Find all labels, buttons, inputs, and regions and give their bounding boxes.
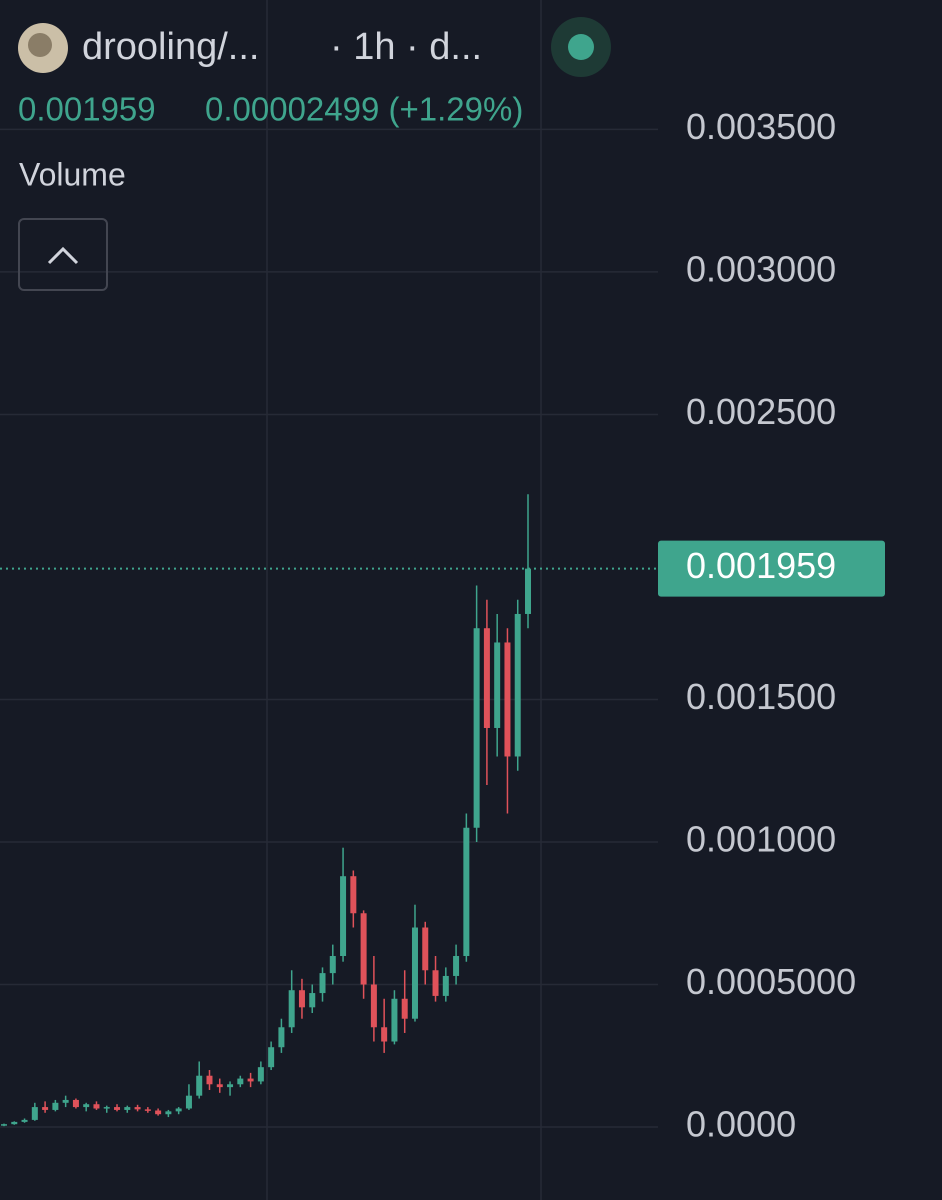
candle-body	[319, 973, 326, 994]
overlay: 0.0000 0.0005000 0.001000 0.001500 0.002500 0…	[0, 106, 885, 1145]
candle-body	[206, 1075, 213, 1085]
candles	[1, 494, 531, 1127]
candle-body	[237, 1078, 244, 1085]
candle-body	[155, 1110, 162, 1115]
candle-body	[329, 956, 336, 974]
indicator-label: Volume	[19, 156, 126, 192]
header-price: 0.001959	[18, 91, 156, 128]
candle-body	[103, 1107, 110, 1109]
candle-body	[360, 913, 367, 985]
header-change: 0.00002499 (+1.29%)	[205, 91, 523, 128]
candle-body	[144, 1109, 151, 1111]
candle-body	[216, 1084, 223, 1088]
y-tick-label: 0.0005000	[686, 961, 856, 1002]
candle-body	[72, 1099, 79, 1108]
candle-body	[196, 1075, 203, 1096]
candle-body	[483, 628, 490, 728]
candle-body	[185, 1095, 192, 1109]
caret-icon	[47, 246, 79, 265]
candle-body	[391, 998, 398, 1042]
candle-body	[175, 1108, 182, 1112]
button-frame[interactable]	[18, 218, 108, 291]
last-price-box	[658, 540, 885, 597]
y-tick-label: 0.001000	[686, 819, 836, 860]
candle-body	[504, 642, 511, 757]
y-tick-label: 0.0000	[686, 1104, 796, 1145]
candle-body	[514, 613, 521, 757]
interval: · 1h · d...	[330, 26, 482, 68]
candle-body	[473, 628, 480, 828]
candle-body	[42, 1107, 49, 1110]
last-price-label: 0.001959	[686, 545, 836, 586]
status-dot	[568, 34, 594, 60]
candle-body	[257, 1067, 264, 1082]
candle-body	[114, 1107, 121, 1110]
candle-body	[288, 990, 295, 1028]
candle-body	[124, 1107, 131, 1110]
candle-body	[309, 993, 316, 1008]
candle-body	[370, 984, 377, 1028]
candle-body	[52, 1102, 59, 1110]
avatar-detail	[28, 33, 52, 57]
candle-body	[494, 642, 501, 728]
collapse-button[interactable]	[18, 218, 108, 291]
candle-body	[442, 975, 449, 996]
candle-body	[432, 970, 439, 996]
candle-body	[453, 956, 460, 976]
candle-body	[340, 876, 347, 957]
candle-body	[411, 927, 418, 1019]
y-tick-label: 0.002500	[686, 391, 836, 432]
candle-body	[11, 1121, 18, 1125]
candle-body	[422, 927, 429, 971]
candle-body	[247, 1078, 254, 1082]
candle-body	[381, 1027, 388, 1042]
candle-body	[134, 1107, 141, 1110]
y-tick-label: 0.003500	[686, 106, 836, 147]
candle-body	[227, 1084, 234, 1088]
candle-body	[401, 998, 408, 1019]
candle-body	[21, 1119, 28, 1122]
candle-body	[1, 1124, 7, 1126]
candle-body	[463, 827, 470, 957]
candle-body	[93, 1104, 100, 1109]
grid	[0, 128, 658, 1128]
y-tick-label: 0.003000	[686, 248, 836, 289]
candle-body	[350, 876, 357, 914]
y-tick-label: 0.001500	[686, 676, 836, 717]
candle-body	[278, 1027, 285, 1048]
candle-body	[525, 568, 531, 614]
candle-body	[83, 1104, 90, 1108]
candle-body	[298, 990, 305, 1008]
candle-body	[62, 1099, 69, 1103]
candle-body	[31, 1107, 38, 1120]
candle-body	[268, 1047, 275, 1068]
candle-body	[165, 1111, 172, 1115]
symbol: drooling/...	[82, 26, 259, 68]
